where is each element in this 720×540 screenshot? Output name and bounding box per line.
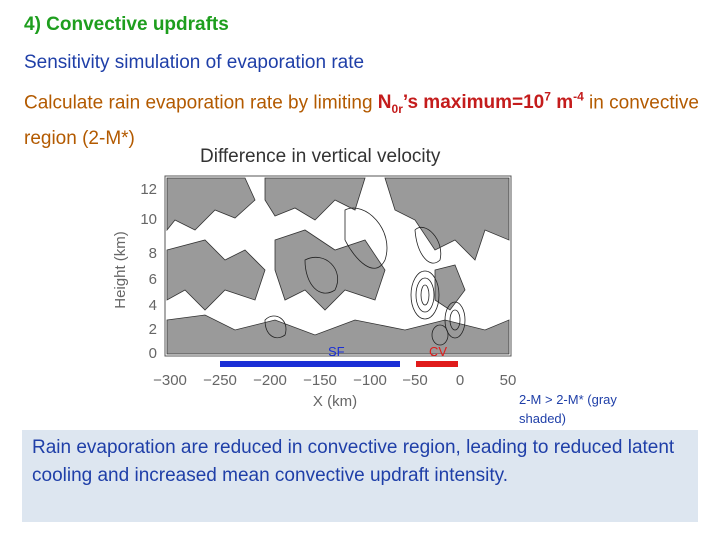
x-tick-label: −250 bbox=[203, 372, 237, 389]
y-tick-label: 0 bbox=[149, 345, 157, 362]
y-tick-label: 12 bbox=[140, 181, 157, 198]
x-tick-label: −300 bbox=[153, 372, 187, 389]
sf-region-label: SF bbox=[328, 344, 345, 359]
y-axis-label: Height (km) bbox=[112, 231, 129, 309]
x-tick-label: −100 bbox=[353, 372, 387, 389]
gray-shaded-regions bbox=[166, 177, 510, 355]
y-tick-label: 2 bbox=[149, 321, 157, 338]
contour-lines bbox=[264, 207, 466, 346]
y-tick-label: 8 bbox=[149, 245, 157, 262]
x-axis-label: X (km) bbox=[313, 393, 357, 410]
summary-box: Rain evaporation are reduced in convecti… bbox=[22, 430, 698, 522]
y-tick-label: 6 bbox=[149, 271, 157, 288]
x-tick-label: −200 bbox=[253, 372, 287, 389]
y-axis: 0 2 4 6 8 10 12 Height (km) bbox=[112, 181, 157, 362]
contour-figure: 0 2 4 6 8 10 12 Height (km) SF CV −300 −… bbox=[105, 170, 525, 415]
y-tick-label: 10 bbox=[140, 211, 157, 228]
y-tick-label: 4 bbox=[149, 297, 157, 314]
figure-title: Difference in vertical velocity bbox=[200, 146, 441, 167]
cv-region-label: CV bbox=[429, 344, 447, 359]
slide-heading: 4) Convective updrafts bbox=[24, 14, 229, 35]
contour-plot: 0 2 4 6 8 10 12 Height (km) SF CV −300 −… bbox=[112, 175, 516, 410]
description-line: Calculate rain evaporation rate by limit… bbox=[24, 90, 699, 150]
subtitle-line: Sensitivity simulation of evaporation ra… bbox=[24, 52, 365, 73]
x-tick-label: 0 bbox=[456, 372, 464, 389]
sf-region-bar bbox=[220, 361, 400, 367]
x-tick-label: −50 bbox=[402, 372, 427, 389]
x-tick-label: −150 bbox=[303, 372, 337, 389]
x-tick-label: 50 bbox=[500, 372, 517, 389]
legend-note: 2-M > 2-M* (gray shaded) bbox=[519, 392, 617, 426]
cv-region-bar bbox=[416, 361, 458, 367]
x-axis: −300 −250 −200 −150 −100 −50 0 50 X (km) bbox=[153, 372, 516, 410]
